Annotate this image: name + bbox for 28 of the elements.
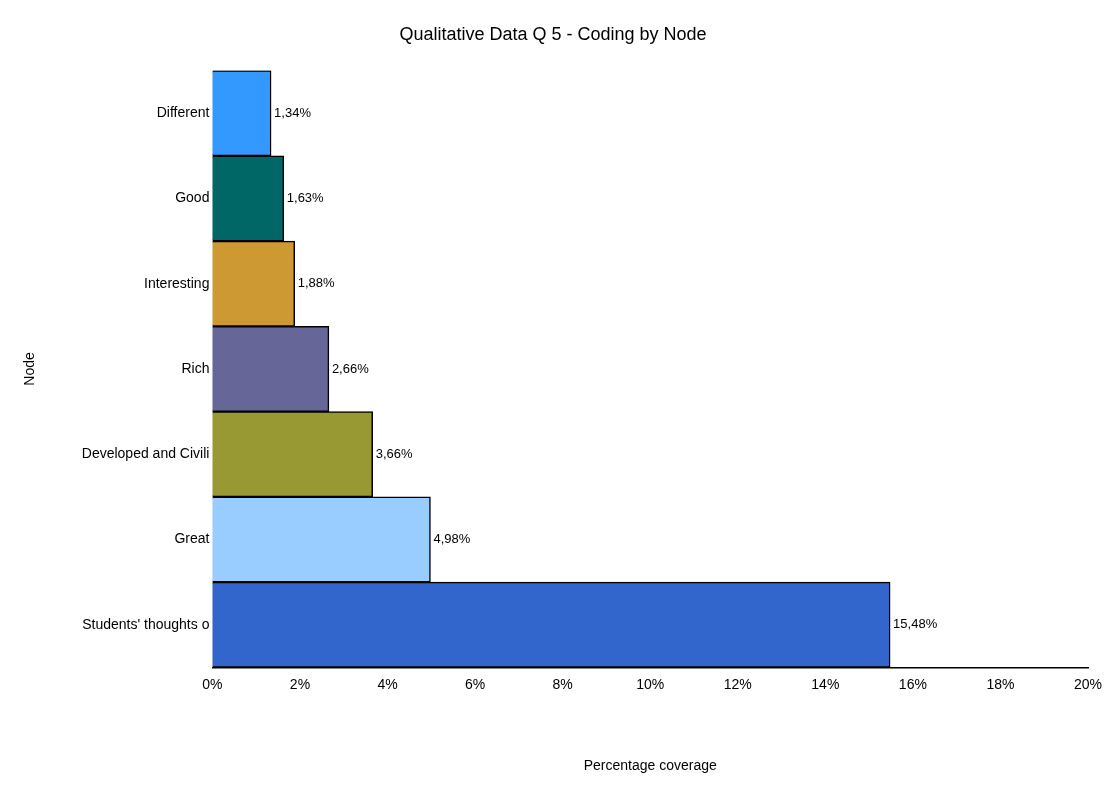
data-label: 3,66%: [375, 445, 413, 461]
x-tick-label: 14%: [811, 675, 840, 692]
y-tick-label: Students' thoughts o: [82, 615, 210, 632]
x-tick-label: 0%: [202, 675, 223, 692]
x-tick-label: 2%: [289, 675, 311, 692]
x-tick-label: 18%: [986, 675, 1015, 692]
y-tick-label: Good: [175, 189, 210, 206]
data-label: 1,34%: [274, 104, 312, 120]
x-tick-label: 4%: [377, 675, 398, 692]
x-tick-label: 10%: [636, 675, 665, 692]
x-tick-label: 8%: [552, 675, 573, 692]
x-axis-title: Percentage coverage: [583, 757, 717, 774]
chart-title: Qualitative Data Q 5 - Coding by Node: [399, 23, 707, 44]
y-tick-label: Interesting: [144, 274, 210, 291]
y-tick-label: Great: [174, 530, 210, 547]
y-tick-label: Different: [156, 104, 210, 121]
x-tick-label: 6%: [464, 675, 486, 692]
y-tick-label: Rich: [181, 359, 210, 376]
data-label: 1,88%: [297, 275, 336, 291]
x-tick-label: 20%: [1073, 675, 1103, 692]
data-label: 1,63%: [286, 190, 325, 206]
data-label: 15,48%: [893, 616, 938, 632]
x-tick-label: 12%: [723, 675, 752, 692]
y-axis-title: Node: [21, 352, 38, 386]
y-tick-label: Developed and Civili: [81, 445, 210, 462]
data-label: 4,98%: [433, 531, 471, 547]
data-label: 2,66%: [331, 360, 370, 376]
x-tick-label: 16%: [898, 675, 927, 692]
